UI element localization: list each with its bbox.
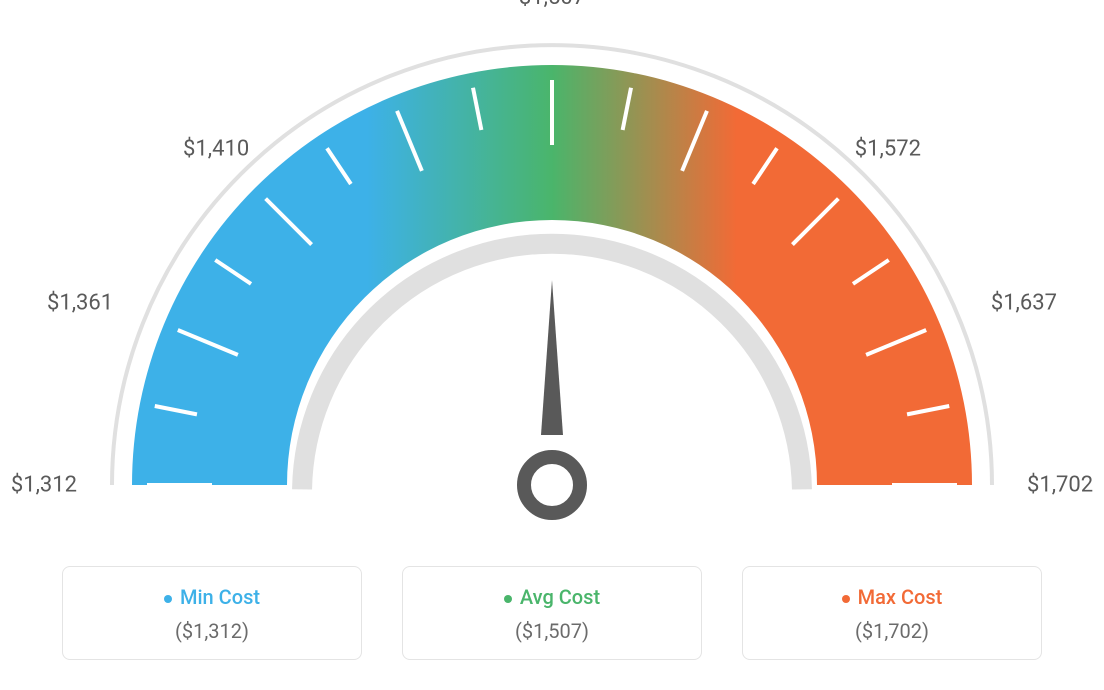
gauge-svg — [62, 30, 1042, 550]
legend-title-text: Avg Cost — [520, 585, 600, 609]
legend-value-max: ($1,702) — [753, 619, 1031, 643]
gauge-tick-label: $1,572 — [855, 137, 921, 162]
gauge-tick-label: $1,410 — [183, 137, 249, 162]
dot-icon — [164, 595, 172, 603]
legend-title-text: Min Cost — [180, 585, 260, 609]
gauge-tick-label: $1,637 — [991, 291, 1057, 316]
legend-value-min: ($1,312) — [73, 619, 351, 643]
legend-card-avg: Avg Cost ($1,507) — [402, 566, 702, 660]
gauge-tick-label: $1,702 — [1027, 473, 1093, 498]
cost-gauge: $1,312$1,361$1,410$1,507$1,572$1,637$1,7… — [62, 30, 1042, 554]
dot-icon — [504, 595, 512, 603]
gauge-tick-label: $1,361 — [47, 291, 113, 316]
legend-card-min: Min Cost ($1,312) — [62, 566, 362, 660]
legend-title-avg: Avg Cost — [413, 585, 691, 609]
dot-icon — [842, 595, 850, 603]
gauge-tick-label: $1,507 — [519, 0, 585, 10]
legend-title-max: Max Cost — [753, 585, 1031, 609]
legend-row: Min Cost ($1,312) Avg Cost ($1,507) Max … — [62, 566, 1042, 660]
legend-value-avg: ($1,507) — [413, 619, 691, 643]
gauge-tick-label: $1,312 — [11, 473, 77, 498]
legend-card-max: Max Cost ($1,702) — [742, 566, 1042, 660]
legend-title-min: Min Cost — [73, 585, 351, 609]
legend-title-text: Max Cost — [858, 585, 943, 609]
